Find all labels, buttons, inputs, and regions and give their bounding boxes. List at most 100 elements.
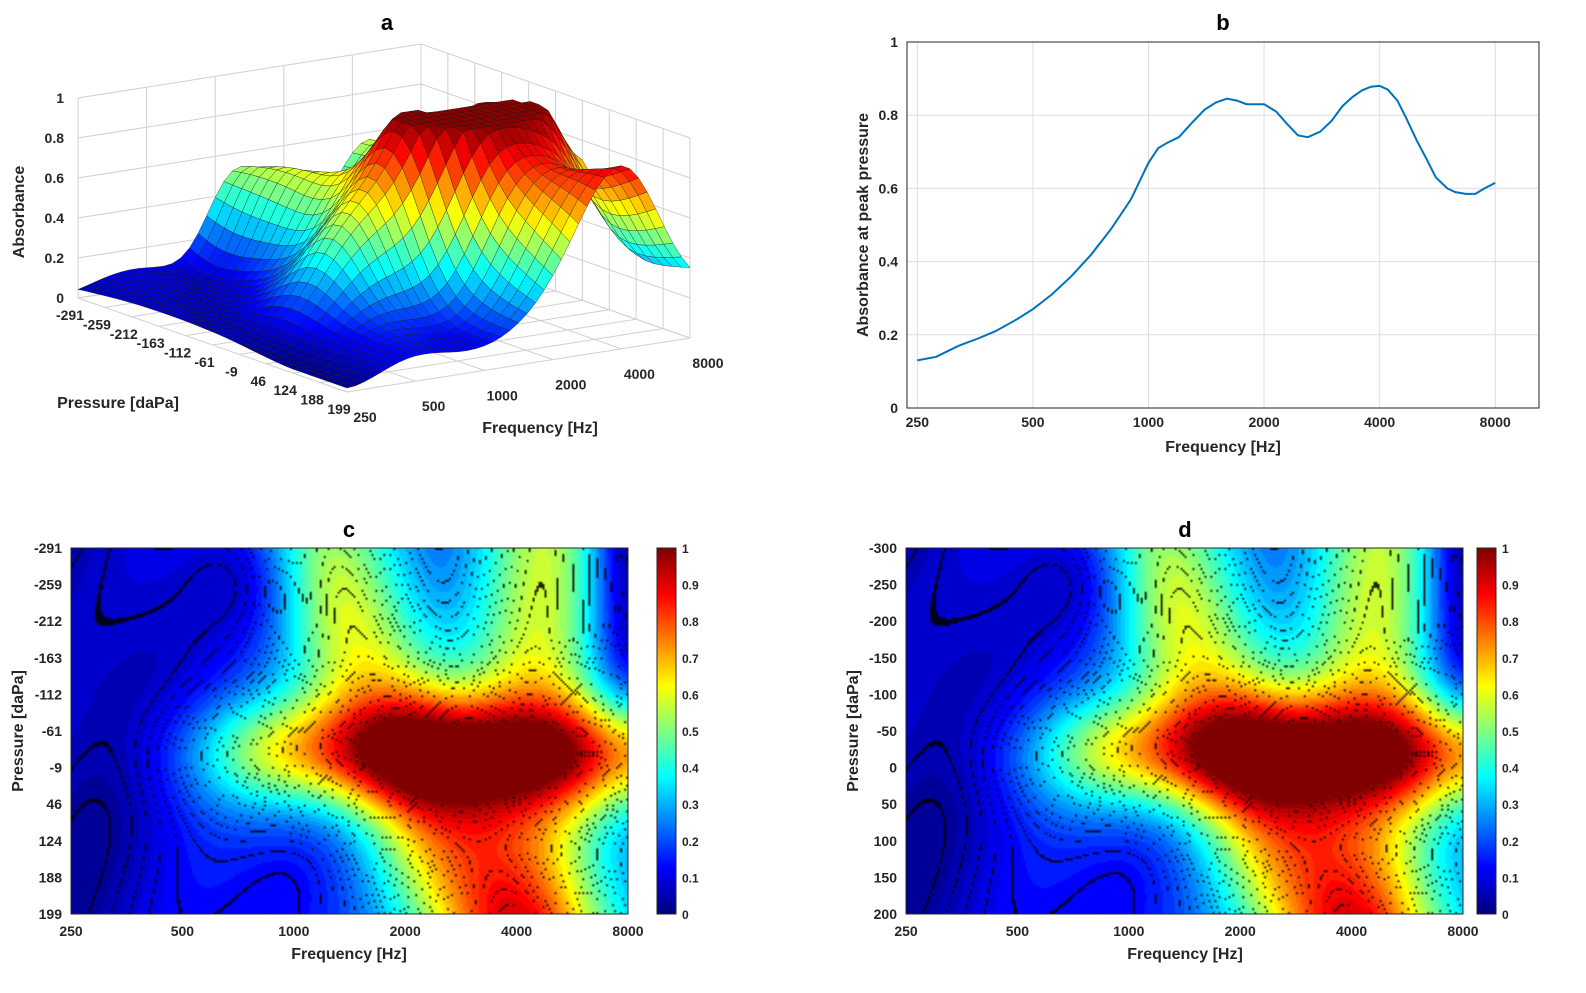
panel-d-colorbar-tick-label: 0.8 [1502,615,1519,629]
panel-a-y-tick-label: -259 [83,316,111,332]
panel-d-colorbar-tick-label: 0 [1502,908,1509,922]
panel-c-x-tick-label: 1000 [278,923,309,939]
panel-c-colorbar-tick-label: 0.5 [682,725,699,739]
panel-d-x-axis-label: Frequency [Hz] [1127,946,1243,963]
panel-a-y-tick-label: 46 [251,373,267,389]
panel-a-x-tick-label: 8000 [692,355,723,371]
panel-d-colorbar-tick-label: 0.1 [1502,871,1519,885]
panel-a-y-tick-label: -61 [194,354,214,370]
panel-a-y-tick-label: -112 [164,345,191,361]
panel-c-y-tick-label: -61 [42,723,62,739]
panel-b-y-axis-label: Absorbance at peak pressure [855,113,872,337]
panel-d-y-axis-label: Pressure [daPa] [845,670,862,792]
panel-d-colorbar-tick-label: 0.4 [1502,762,1519,776]
panel-c-colorbar-tick-label: 1 [682,542,689,556]
panel-d-colorbar-tick-label: 0.9 [1502,579,1519,593]
panel-d-y-tick-label: 100 [874,833,898,849]
panel-c-heatmap: c 250 500 1000 2000 4000 8000 -291 -259 -212 -163… [10,517,699,963]
panel-c-y-tick-label: 46 [46,796,62,812]
panel-d-y-tick-label: 50 [881,796,897,812]
panel-d-colorbar-tick-label: 0.2 [1502,835,1519,849]
panel-d-y-tick-label: -150 [869,650,897,666]
panel-c-colorbar [657,548,676,914]
panel-d-title: d [1178,517,1191,542]
panel-b-x-tick-label: 1000 [1133,414,1164,430]
panel-d-x-tick-label: 1000 [1113,923,1144,939]
panel-c-y-tick-label: -259 [34,577,62,593]
panel-a-x-tick-label: 2000 [555,377,586,393]
panel-a-y-tick-label: 124 [274,382,298,398]
panel-a-y-tick-label: 188 [300,392,324,408]
panel-a-title: a [381,10,394,35]
panel-d-x-tick-label: 2000 [1225,923,1256,939]
panel-b-x-tick-label: 4000 [1364,414,1395,430]
panel-d-x-tick-label: 250 [894,923,918,939]
panel-a-y-tick-label: -212 [110,326,138,342]
panel-c-y-tick-label: 124 [39,833,63,849]
panel-c-x-tick-label: 250 [59,923,83,939]
panel-c-y-tick-label: -163 [34,650,62,666]
panel-c-colorbar-tick-label: 0.7 [682,652,699,666]
panel-c-x-axis-label: Frequency [Hz] [291,946,407,963]
panel-a-y-axis-label: Pressure [daPa] [57,395,179,412]
panel-b-x-tick-label: 2000 [1248,414,1279,430]
panel-c-y-axis-label: Pressure [daPa] [10,670,27,792]
panel-c-colorbar-tick-label: 0.8 [682,615,699,629]
panel-c-y-tick-label: -9 [50,760,63,776]
panel-c-y-tick-label: -212 [34,613,62,629]
panel-c-title: c [343,517,355,542]
panel-d-x-tick-label: 500 [1006,923,1030,939]
panel-b-y-tick-label: 0.8 [879,107,899,123]
panel-b-x-tick-label: 500 [1021,414,1045,430]
panel-c-y-tick-label: -112 [35,686,62,702]
panel-d-y-tick-label: 0 [889,760,897,776]
panel-d-heatmap-image [906,548,1463,914]
panel-c-x-tick-label: 8000 [612,923,643,939]
panel-b-y-tick-label: 0 [890,400,898,416]
panel-a-z-axis-label: Absorbance [11,166,28,259]
panel-d-x-tick-label: 8000 [1447,923,1478,939]
panel-a-z-tick-label: 0.2 [45,250,65,266]
panel-c-y-tick-label: 188 [39,869,63,885]
panel-a-y-tick-label: 199 [327,401,351,417]
panel-a-x-tick-label: 1000 [487,387,518,403]
panel-c-colorbar-tick-label: 0.4 [682,762,699,776]
panel-c-colorbar-tick-label: 0.3 [682,798,699,812]
panel-d-colorbar-tick-label: 0.3 [1502,798,1519,812]
panel-a-x-tick-label: 500 [422,398,446,414]
panel-c-x-tick-label: 4000 [501,923,532,939]
panel-b-x-tick-label: 250 [906,414,930,430]
panel-d-y-tick-label: 150 [874,869,898,885]
panel-d-y-tick-label: -300 [869,540,897,556]
panel-d-colorbar-tick-label: 0.5 [1502,725,1519,739]
panel-c-x-tick-label: 2000 [390,923,421,939]
panel-a-y-tick-label: -9 [225,363,238,379]
panel-d-colorbar-tick-label: 0.7 [1502,652,1519,666]
panel-c-colorbar-tick-label: 0.2 [682,835,699,849]
panel-d-y-tick-label: -250 [869,577,897,593]
panel-a-z-tick-label: 1 [56,90,64,106]
panel-d-colorbar-tick-label: 0.6 [1502,688,1519,702]
panel-a-x-axis-label: Frequency [Hz] [482,420,598,437]
panel-b-y-tick-label: 1 [890,34,898,50]
panel-d-colorbar-tick-label: 1 [1502,542,1509,556]
panel-a-z-tick-label: 0 [56,290,64,306]
panel-c-y-tick-label: -291 [34,540,62,556]
panel-b-y-tick-label: 0.6 [879,180,899,196]
panel-a-z-tick-label: 0.4 [45,210,65,226]
panel-d-x-tick-label: 4000 [1336,923,1367,939]
panel-a-y-tick-label: -163 [137,335,165,351]
panel-b-y-tick-label: 0.4 [879,254,899,270]
panel-c-colorbar-tick-label: 0.9 [682,579,699,593]
panel-c-colorbar-tick-label: 0 [682,908,689,922]
panel-b-x-tick-label: 8000 [1480,414,1511,430]
panel-a-x-tick-label: 250 [353,409,377,425]
panel-b-x-axis-label: Frequency [Hz] [1165,439,1281,456]
panel-d-y-tick-label: -200 [869,613,897,629]
panel-b-y-tick-label: 0.2 [879,327,899,343]
panel-c-x-tick-label: 500 [171,923,195,939]
panel-d-y-tick-label: -50 [877,723,897,739]
panel-a-y-tick-label: -291 [56,307,84,323]
panel-c-heatmap-image [71,548,628,914]
